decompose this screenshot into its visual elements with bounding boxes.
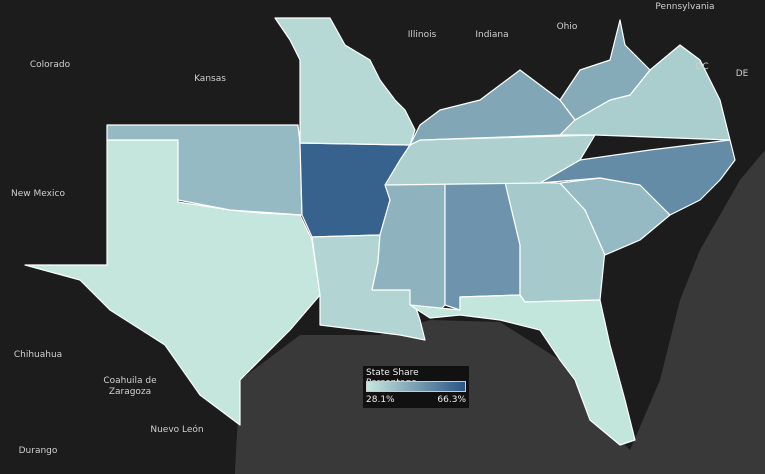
- place-label: Ohio: [556, 22, 578, 32]
- state-region[interactable]: [106, 124, 303, 216]
- states: [24, 17, 736, 446]
- place-label: Colorado: [29, 60, 71, 70]
- state-region[interactable]: [559, 19, 651, 121]
- state-region[interactable]: [274, 17, 416, 146]
- place-label: Illinois: [407, 30, 437, 40]
- legend: State Share Percentage 28.1% 66.3%: [363, 366, 469, 408]
- place-label: Durango: [18, 446, 58, 456]
- place-label: Pennsylvania: [655, 2, 715, 12]
- legend-max: 66.3%: [437, 395, 466, 405]
- state-region[interactable]: [409, 69, 576, 146]
- place-label: Kansas: [194, 74, 226, 84]
- state-region[interactable]: [409, 294, 636, 446]
- place-label: DE: [735, 69, 749, 79]
- state-region[interactable]: [444, 181, 521, 311]
- legend-gradient: [366, 381, 466, 392]
- state-region[interactable]: [539, 139, 736, 216]
- place-label: Chihuahua: [13, 350, 63, 360]
- place-label: Nuevo León: [150, 425, 204, 435]
- place-label: Coahuila de Zaragoza: [103, 376, 157, 397]
- legend-min: 28.1%: [366, 395, 395, 405]
- state-region[interactable]: [384, 134, 596, 186]
- place-label: Indiana: [475, 30, 509, 40]
- place-label: DC: [695, 62, 709, 72]
- place-label: New Mexico: [11, 189, 65, 199]
